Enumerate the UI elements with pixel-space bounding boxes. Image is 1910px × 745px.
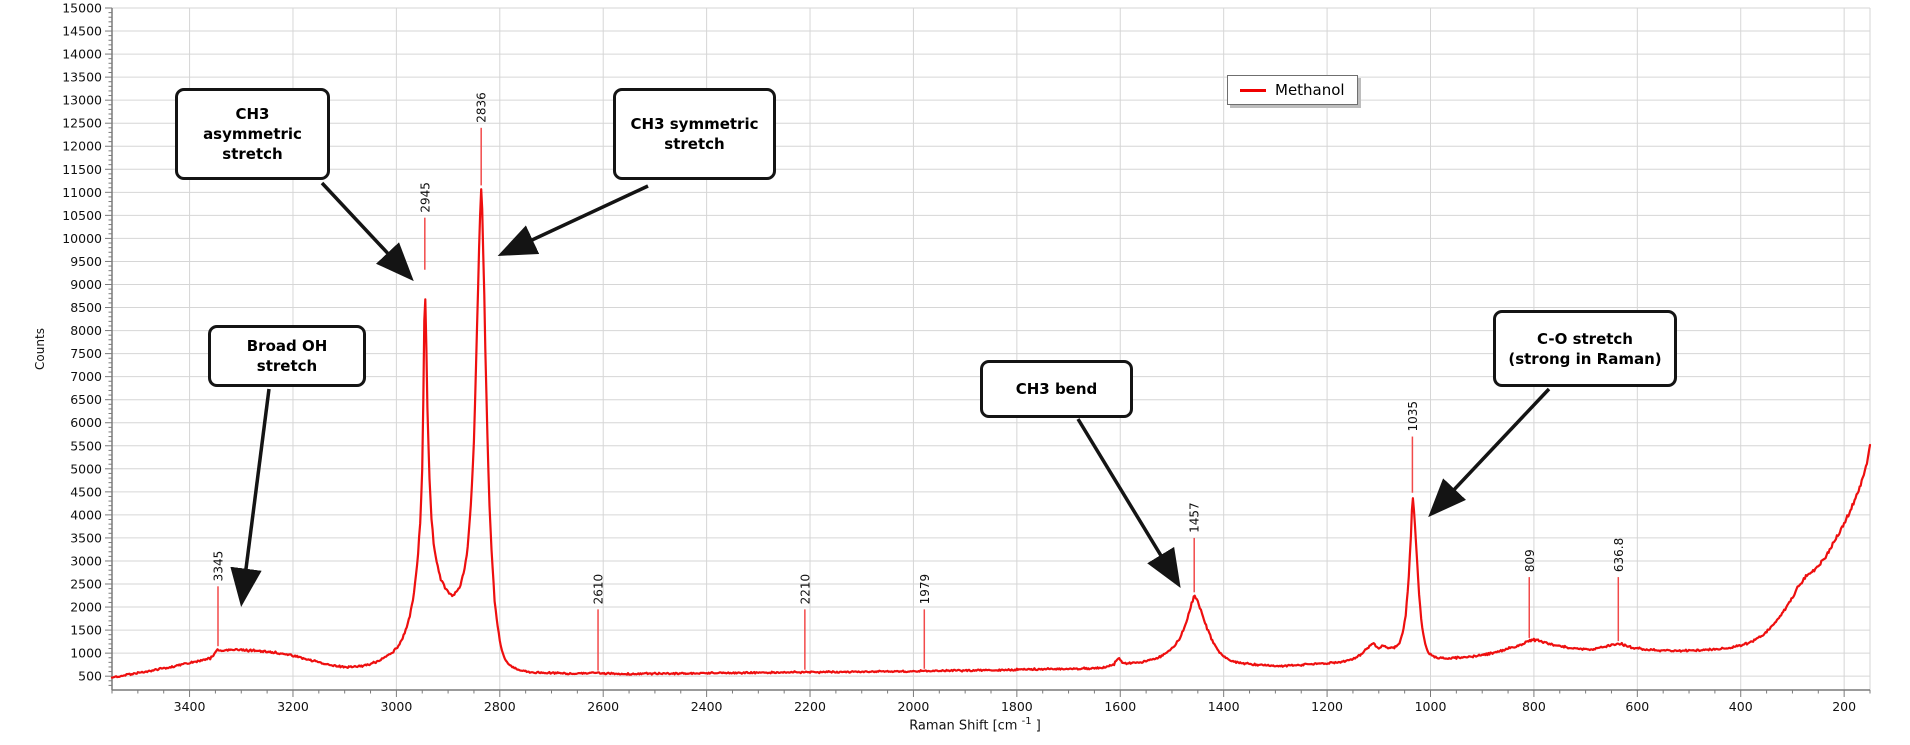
annotation-arrow — [1428, 387, 1551, 518]
peak-marker-label: 2945 — [418, 182, 432, 213]
y-tick-label: 11500 — [62, 162, 102, 177]
peak-marker-label: 1457 — [1188, 502, 1202, 533]
y-tick-label: 7000 — [70, 369, 102, 384]
spectrum-series — [110, 188, 1872, 679]
y-tick-label: 1000 — [70, 646, 102, 661]
y-tick-label: 10500 — [62, 208, 102, 223]
y-tick-label: 3500 — [70, 530, 102, 545]
x-tick-label: 2200 — [794, 699, 826, 714]
y-tick-label: 8000 — [70, 323, 102, 338]
x-axis-title-bracket: ] — [1031, 718, 1041, 734]
x-tick-label: 3400 — [174, 699, 206, 714]
annotation-text-line: CH3 symmetric — [630, 115, 759, 133]
peak-marker-label: 1979 — [918, 574, 932, 605]
annotation-text-line: CH3 bend — [1015, 380, 1098, 398]
y-tick-label: 9500 — [70, 254, 102, 269]
annotation-text-line: C-O stretch — [1537, 329, 1633, 348]
annotation-text-line: stretch — [256, 357, 318, 375]
x-tick-label: 2000 — [898, 699, 930, 714]
y-tick-label: 1500 — [70, 623, 102, 638]
x-tick-label: 1800 — [1001, 699, 1033, 714]
y-tick-label: 10000 — [62, 231, 102, 246]
annotation-box: C-O stretch (strong in Raman) — [1493, 310, 1677, 387]
y-tick-label: 7500 — [70, 346, 102, 361]
y-tick-label: 8500 — [70, 300, 102, 315]
y-tick-label: 500 — [78, 669, 102, 684]
annotation-arrow — [1076, 418, 1181, 588]
annotation-box: CH3 asymmetric stretch — [175, 88, 330, 180]
annotation-box: CH3 symmetric stretch — [613, 88, 776, 180]
annotation-box: Broad OH stretch — [208, 325, 366, 387]
annotation-text-line: CH3 — [235, 105, 270, 123]
y-tick-label: 9000 — [70, 277, 102, 292]
y-tick-label: 13000 — [62, 93, 102, 108]
y-tick-label: 6500 — [70, 392, 102, 407]
y-tick-label: 11000 — [62, 185, 102, 200]
annotation-box: CH3 bend — [980, 360, 1133, 418]
y-tick-label: 2500 — [70, 577, 102, 592]
x-tick-label: 2600 — [587, 699, 619, 714]
x-tick-label: 2400 — [691, 699, 723, 714]
x-axis-title-text: Raman Shift [cm — [909, 718, 1022, 734]
annotation-text-line: stretch — [222, 145, 283, 163]
y-tick-label: 6000 — [70, 415, 102, 430]
y-tick-label: 15000 — [62, 1, 102, 16]
x-tick-label: 1400 — [1208, 699, 1240, 714]
x-tick-label: 1200 — [1311, 699, 1343, 714]
annotation-arrow — [497, 184, 649, 256]
x-tick-label: 2800 — [484, 699, 516, 714]
peak-markers: 3345 2945 2836 2610 2210 1979 1457 1035 809 636.8 — [211, 92, 1626, 671]
annotation-text-line: Broad OH — [246, 337, 328, 355]
spectrum-polyline — [110, 188, 1872, 679]
y-tick-label: 14500 — [62, 24, 102, 39]
annotation-arrow — [320, 181, 414, 282]
annotation-text-line: stretch — [664, 135, 725, 153]
y-tick-label: 5500 — [70, 438, 102, 453]
annotation-text-line: asymmetric — [203, 125, 302, 143]
annotation-arrows — [230, 181, 1551, 607]
annotation-arrow — [230, 388, 271, 607]
y-axis-title: Counts — [33, 328, 47, 370]
x-tick-label: 3000 — [380, 699, 412, 714]
x-tick-label: 1600 — [1104, 699, 1136, 714]
x-tick-label: 600 — [1625, 699, 1649, 714]
y-tick-label: 14000 — [62, 47, 102, 62]
peak-marker-label: 2836 — [475, 92, 489, 123]
x-tick-label: 200 — [1832, 699, 1856, 714]
peak-marker-label: 809 — [1523, 549, 1537, 572]
y-tick-label: 3000 — [70, 553, 102, 568]
legend[interactable]: Methanol — [1227, 75, 1358, 105]
peak-marker-label: 1035 — [1406, 401, 1420, 432]
legend-line-swatch — [1240, 88, 1266, 92]
y-tick-label: 12000 — [62, 139, 102, 154]
legend-label: Methanol — [1275, 81, 1345, 99]
y-tick-label: 13500 — [62, 70, 102, 85]
x-tick-label: 1000 — [1415, 699, 1447, 714]
peak-marker-label: 3345 — [211, 551, 225, 582]
peak-marker-label: 2210 — [798, 574, 812, 605]
peak-marker-label: 2610 — [592, 574, 606, 605]
y-tick-label: 4500 — [70, 484, 102, 499]
axes — [105, 7, 1871, 697]
x-tick-label: 800 — [1522, 699, 1546, 714]
annotation-text-line: (strong in Raman) — [1508, 349, 1662, 368]
x-tick-label: 400 — [1729, 699, 1753, 714]
tick-labels: 500 1000 1500 2000 2500 3000 3500 4000 4500 5000 5… — [62, 1, 1856, 715]
x-axis-title-superscript: -1 — [1021, 716, 1032, 727]
x-tick-label: 3200 — [277, 699, 309, 714]
y-tick-label: 12500 — [62, 116, 102, 131]
y-tick-label: 2000 — [70, 600, 102, 615]
y-tick-label: 4000 — [70, 507, 102, 522]
y-tick-label: 5000 — [70, 461, 102, 476]
peak-marker-label: 636.8 — [1612, 538, 1626, 572]
x-axis-title: Raman Shift [cm -1 ] — [909, 716, 1041, 733]
